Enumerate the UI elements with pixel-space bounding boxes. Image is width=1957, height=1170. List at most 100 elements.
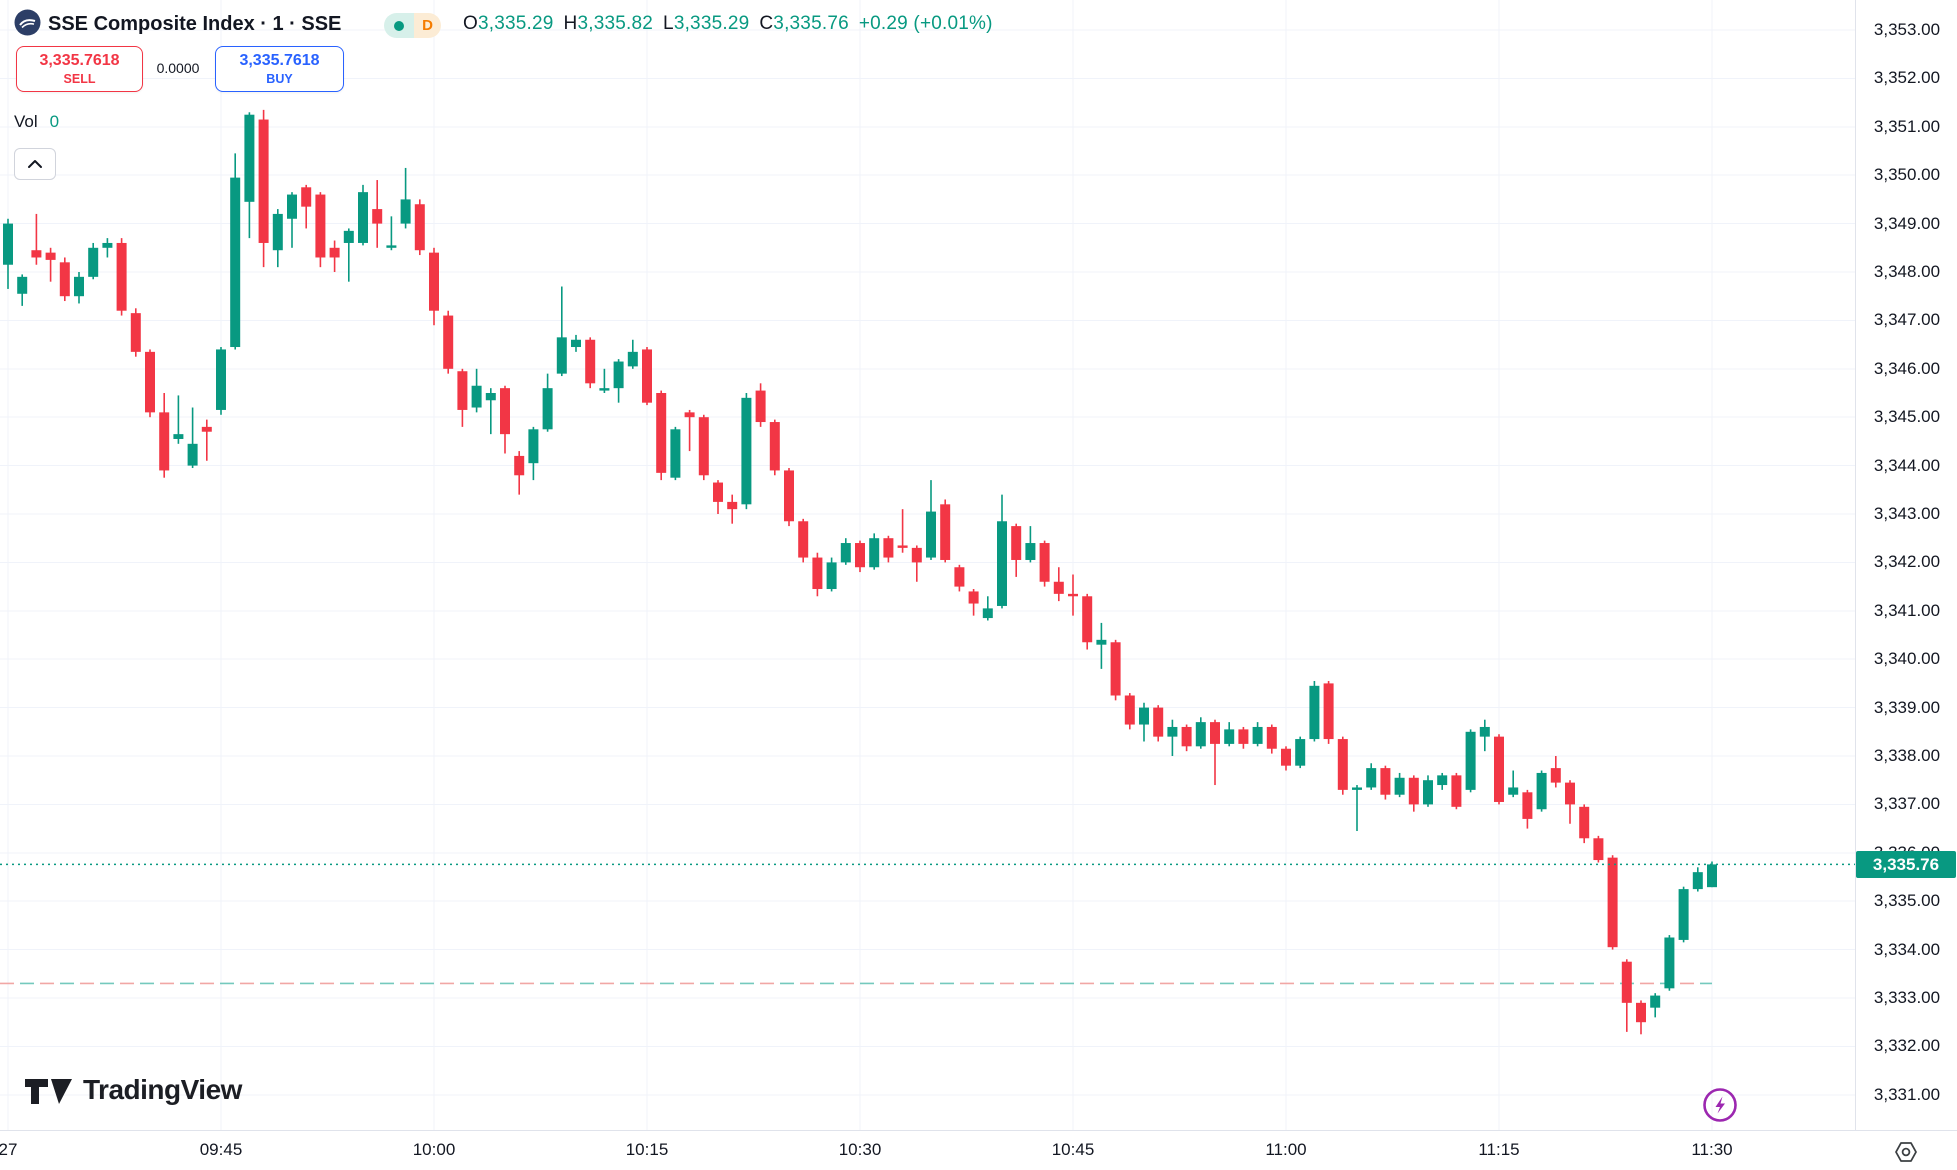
candlestick xyxy=(500,385,510,454)
candlestick xyxy=(599,368,610,393)
candlestick xyxy=(627,339,638,369)
candlestick xyxy=(1451,772,1462,810)
candlestick xyxy=(1053,567,1064,602)
candlestick xyxy=(656,390,667,481)
time-axis-settings-button[interactable] xyxy=(1893,1139,1919,1165)
time-axis[interactable]: 27 09:45 10:00 10:15 10:30 10:45 11:00 11:15 11:… xyxy=(0,1130,1957,1170)
candlestick xyxy=(571,334,581,352)
candlestick xyxy=(429,247,439,326)
price-tick-label: 3,351.00 xyxy=(1873,116,1941,136)
candlestick xyxy=(3,218,13,289)
price-tick-label: 3,348.00 xyxy=(1873,262,1941,281)
time-tick-label: 11:00 xyxy=(1265,1140,1307,1159)
candlestick xyxy=(684,409,695,452)
candlestick-chart-surface[interactable] xyxy=(0,0,1855,1130)
candlestick xyxy=(812,552,823,597)
price-tick-label: 3,352.00 xyxy=(1873,68,1941,88)
pane-collapse-button[interactable] xyxy=(14,148,56,180)
candlestick xyxy=(528,426,539,481)
candlestick xyxy=(358,184,368,246)
time-tick-label: 10:15 xyxy=(625,1140,669,1159)
candlestick xyxy=(400,167,411,229)
candlestick xyxy=(1195,717,1206,749)
low-value: 3,335.29 xyxy=(673,13,750,34)
candlestick xyxy=(287,192,297,248)
candlestick xyxy=(968,589,979,616)
candlestick xyxy=(1380,765,1391,800)
candlestick xyxy=(187,407,198,469)
candlestick xyxy=(230,153,241,350)
candlestick xyxy=(855,540,865,573)
candlestick xyxy=(1323,680,1334,744)
candlestick xyxy=(301,184,312,229)
volume-legend[interactable]: Vol 0 xyxy=(14,112,59,132)
price-tick-label: 3,335.00 xyxy=(1873,891,1941,911)
candlestick xyxy=(997,494,1007,609)
change-value: +0.29 (+0.01%) xyxy=(858,13,993,34)
candlestick xyxy=(1550,756,1561,788)
candlestick xyxy=(1621,959,1632,1032)
candlestick xyxy=(713,480,723,514)
candlestick xyxy=(1678,886,1689,943)
price-axis[interactable]: 3,353.00 3,352.00 3,351.00 3,350.00 3,349.00… xyxy=(1855,0,1957,1130)
time-tick-label: 27 xyxy=(0,1140,18,1159)
candlestick xyxy=(926,480,936,560)
candlestick xyxy=(386,216,397,251)
candlestick xyxy=(1593,835,1604,863)
buy-button[interactable]: 3,335.7618 BUY xyxy=(215,46,344,92)
interval-badge: D xyxy=(414,13,441,38)
candlestick xyxy=(869,533,880,570)
candlestick xyxy=(755,383,766,427)
candlestick xyxy=(1408,775,1419,812)
instant-order-button[interactable] xyxy=(1701,1086,1739,1124)
candlestick xyxy=(1707,861,1717,888)
candlestick xyxy=(1096,622,1107,669)
candlestick xyxy=(1636,1000,1646,1035)
sell-label: SELL xyxy=(63,72,96,86)
candlestick xyxy=(1366,763,1377,790)
symbol-title[interactable]: SSE Composite Index · 1 · SSE xyxy=(48,13,342,35)
tradingview-watermark-link[interactable]: TradingView xyxy=(25,1074,242,1106)
candlestick xyxy=(1281,746,1291,771)
price-tick-label: 3,333.00 xyxy=(1873,988,1941,1007)
sell-button[interactable]: 3,335.7618 SELL xyxy=(16,46,143,92)
market-status-interval-pill[interactable]: D xyxy=(384,13,441,38)
candlestick xyxy=(1082,593,1093,650)
candlestick xyxy=(1508,770,1519,798)
price-tick-label: 3,346.00 xyxy=(1873,358,1941,378)
candlestick xyxy=(31,213,42,265)
candlestick xyxy=(585,337,596,389)
candlestick xyxy=(727,494,738,524)
candlestick xyxy=(1068,574,1078,616)
candlestick xyxy=(1210,719,1220,786)
time-tick-label: 10:00 xyxy=(412,1140,456,1159)
candlestick xyxy=(769,419,780,476)
candlestick xyxy=(1423,775,1433,807)
price-tick-label: 3,341.00 xyxy=(1873,600,1941,620)
price-tick-label: 3,331.00 xyxy=(1873,1084,1941,1104)
candlestick xyxy=(116,238,127,316)
candlestick xyxy=(1011,523,1022,577)
buy-label: BUY xyxy=(266,72,293,86)
candlestick xyxy=(940,499,951,563)
candlestick xyxy=(1692,867,1703,892)
candlestick xyxy=(1394,772,1405,798)
candlestick xyxy=(741,393,752,510)
candlestick xyxy=(1238,726,1249,749)
gear-icon xyxy=(1895,1142,1917,1162)
candlestick xyxy=(1167,719,1178,756)
high-label: H xyxy=(563,13,578,34)
price-tick-label: 3,334.00 xyxy=(1873,939,1941,959)
candlestick xyxy=(130,308,141,357)
candlestick xyxy=(556,286,567,377)
candlestick xyxy=(45,247,56,282)
candlestick xyxy=(59,257,70,302)
candlestick xyxy=(670,426,681,481)
candlestick xyxy=(88,242,99,280)
candlestick xyxy=(1579,804,1590,844)
price-tick-label: 3,332.00 xyxy=(1873,1036,1941,1056)
price-tick-label: 3,350.00 xyxy=(1873,165,1941,185)
candlestick xyxy=(982,596,993,621)
candlestick xyxy=(329,240,340,272)
